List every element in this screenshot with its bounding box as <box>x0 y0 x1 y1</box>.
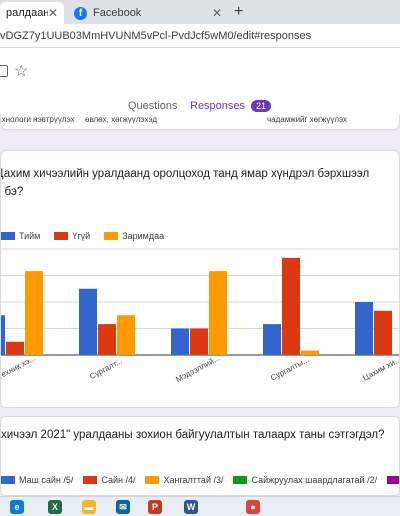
close-tab-icon[interactable]: ✕ <box>47 6 58 20</box>
file-explorer-icon[interactable]: ▬ <box>82 500 96 514</box>
legend-item: Сайжруулах шаардлагатай /2/ <box>233 475 377 485</box>
legend-swatch <box>54 232 69 240</box>
bar <box>117 315 135 355</box>
edge-icon[interactable]: e <box>10 500 24 514</box>
legend-swatch <box>145 476 160 484</box>
excel-icon[interactable]: X <box>48 500 62 514</box>
bar <box>282 257 300 355</box>
tab-title: ралдаан-202 <box>6 7 48 19</box>
tab-facebook[interactable]: f Facebook ✕ <box>68 2 228 24</box>
legend-swatch <box>233 476 248 484</box>
category-label: өвлөх, хөгжүүлэхэд <box>85 115 158 124</box>
next-question-card: хичээл 2021" уралдааны зохион байгуулалт… <box>0 416 400 496</box>
bar <box>301 350 319 355</box>
x-tick-label: Сургалт... <box>88 356 124 381</box>
legend-item: Маш сайн /5/ <box>1 475 73 485</box>
responses-count-badge: 21 <box>251 100 272 112</box>
tab-responses-label: Responses <box>190 100 246 112</box>
legend-item: Сайн /4/ <box>83 475 135 485</box>
legend-item: Тийм <box>1 231 40 241</box>
bar <box>209 271 227 355</box>
chart-legend: Тийм Үгүй Заримдаа <box>1 231 178 241</box>
mail-icon[interactable]: ✉ <box>116 500 130 514</box>
address-bar[interactable]: vDGZ7y1UUB03MmHVUNM5vPcl-PvdJcf5wM0/edit… <box>0 24 400 48</box>
star-icon[interactable]: ☆ <box>14 63 29 80</box>
legend-item: Үгүй <box>54 231 90 241</box>
legend-swatch <box>1 476 15 484</box>
taskbar: e X ▬ ✉ P W ● <box>0 496 400 516</box>
bar <box>6 341 24 355</box>
bar <box>25 271 43 355</box>
bar <box>79 288 97 355</box>
legend-item: Заримдаа <box>104 231 164 241</box>
category-label: чадамжийг хөгжүүлэх <box>267 115 348 124</box>
bar <box>374 310 392 355</box>
powerpoint-icon[interactable]: P <box>148 500 162 514</box>
tab-questions[interactable]: Questions <box>128 100 178 112</box>
bar <box>355 302 373 355</box>
tab-responses[interactable]: Responses 21 <box>190 100 272 112</box>
question-title: Цахим хичээлийн уралдаанд оролцоход танд… <box>1 168 370 198</box>
legend-swatch <box>1 232 15 240</box>
legend-item <box>387 475 399 485</box>
bar-chart: ...техник хэ... Сургалт... Мэдээллий... Сур… <box>1 248 399 384</box>
bar <box>171 328 189 355</box>
x-tick-label: ...техник хэ... <box>1 354 37 384</box>
x-tick-label: Цахим хи... <box>361 355 399 383</box>
x-tick-label: Мэдээллий... <box>174 353 221 384</box>
bar <box>98 324 116 355</box>
legend-swatch <box>387 476 399 484</box>
previous-question-card: ...хнологи нэвтрүүлэх өвлөх, хөгжүүлэхэд… <box>0 114 400 130</box>
tab-title: Facebook <box>93 7 142 19</box>
legend-label: Сайжруулах шаардлагатай /2/ <box>251 475 378 485</box>
legend-swatch <box>104 232 119 240</box>
browser-tab-strip: ралдаан-202 ✕ f Facebook ✕ + <box>0 0 400 24</box>
facebook-icon: f <box>74 6 87 20</box>
legend-label: Маш сайн /5/ <box>19 475 74 485</box>
legend-item: Хангалттай /3/ <box>145 475 223 485</box>
category-label: ...хнологи нэвтрүүлэх <box>0 115 75 124</box>
word-icon[interactable]: W <box>184 500 198 514</box>
chrome-icon[interactable]: ● <box>246 500 260 514</box>
close-tab-icon[interactable]: ✕ <box>211 6 222 20</box>
legend-label: Сайн /4/ <box>101 475 136 485</box>
question-card: Цахим хичээлийн уралдаанд оролцоход танд… <box>0 150 400 408</box>
chart-legend: Маш сайн /5/ Сайн /4/ Хангалттай /3/ Сай… <box>1 475 399 485</box>
legend-label: Хангалттай /3/ <box>163 475 224 485</box>
bar <box>190 328 208 355</box>
form-header: ☆ Questions Responses 21 <box>0 48 400 122</box>
tab-google-forms[interactable]: ралдаан-202 ✕ <box>0 2 64 24</box>
folder-icon[interactable] <box>0 65 8 77</box>
x-tick-label: Сургалты... <box>269 355 310 383</box>
new-tab-button[interactable]: + <box>234 3 244 20</box>
legend-label: Заримдаа <box>122 231 165 241</box>
legend-label: Үгүй <box>72 231 91 241</box>
bar <box>1 315 5 355</box>
legend-label: Тийм <box>19 231 41 241</box>
legend-swatch <box>83 476 98 484</box>
bar <box>263 324 281 355</box>
question-title: хичээл 2021" уралдааны зохион байгуулалт… <box>1 429 385 441</box>
url-text: vDGZ7y1UUB03MmHVUNM5vPcl-PvdJcf5wM0/edit… <box>0 29 312 42</box>
